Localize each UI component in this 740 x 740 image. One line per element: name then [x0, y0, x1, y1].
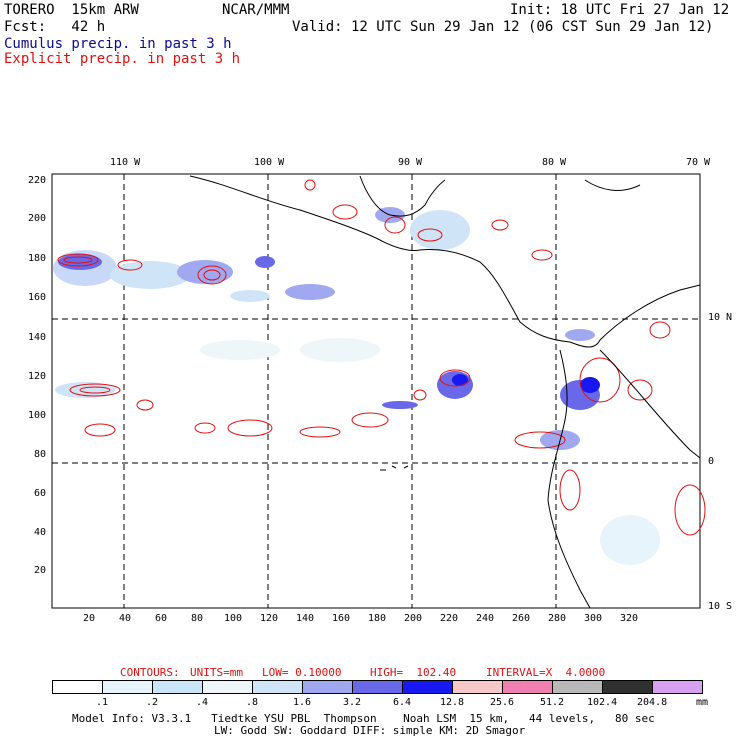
colorbar-swatch [402, 680, 453, 694]
x-tick: 20 [83, 613, 96, 624]
lat-label: 10 N [708, 312, 733, 323]
lon-label: 70 W [686, 157, 711, 168]
colorbar-label: .4 [196, 697, 209, 708]
x-tick: 40 [119, 613, 132, 624]
lon-label: 100 W [254, 157, 285, 168]
colorbar-swatch [302, 680, 353, 694]
x-tick: 220 [440, 613, 459, 624]
x-tick: 160 [332, 613, 351, 624]
x-tick: 60 [155, 613, 168, 624]
x-tick: 140 [296, 613, 315, 624]
contour-high: HIGH= 102.40 [370, 666, 457, 679]
x-tick: 300 [584, 613, 603, 624]
y-tick: 100 [28, 410, 47, 421]
colorbar-swatch [352, 680, 403, 694]
forecast-hour: Fcst: 42 h [4, 19, 106, 35]
colorbar-swatch [602, 680, 653, 694]
colorbar-swatch [52, 680, 103, 694]
lat-label: 10 S [708, 601, 733, 612]
lat-lon-grid [52, 174, 700, 608]
explicit-precip-contours [57, 179, 706, 536]
valid-time: Valid: 12 UTC Sun 29 Jan 12 (06 CST Sun … [292, 19, 714, 35]
x-tick: 180 [368, 613, 387, 624]
y-tick: 20 [34, 565, 47, 576]
contour-label: CONTOURS: [120, 666, 180, 679]
coastlines [189, 175, 701, 609]
x-tick: 320 [620, 613, 639, 624]
lat-label: 0 [708, 456, 715, 467]
colorbar-label: 102.4 [587, 697, 618, 708]
init-time: Init: 18 UTC Fri 27 Jan 12 [510, 2, 730, 18]
contour-interval: INTERVAL=X 4.0000 [486, 666, 606, 679]
y-tick: 120 [28, 371, 47, 382]
legend-cumulus: Cumulus precip. in past 3 h [4, 36, 232, 52]
x-tick: 280 [548, 613, 567, 624]
y-tick: 80 [34, 449, 47, 460]
legend-explicit: Explicit precip. in past 3 h [4, 51, 241, 67]
x-tick: 200 [404, 613, 423, 624]
y-tick: 140 [28, 332, 47, 343]
model-title: TORERO 15km ARW [4, 2, 139, 18]
lon-label: 110 W [110, 157, 141, 168]
model-info-line1: Model Info: V3.3.1 Tiedtke YSU PBL Thomp… [72, 712, 655, 725]
lon-label: 90 W [398, 157, 423, 168]
y-tick: 160 [28, 292, 47, 303]
model-info-line2: LW: Godd SW: Goddard DIFF: simple KM: 2D… [214, 724, 526, 737]
colorbar-label: 12.8 [440, 697, 465, 708]
x-tick: 120 [260, 613, 279, 624]
y-tick: 180 [28, 253, 47, 264]
y-tick: 60 [34, 488, 47, 499]
y-tick: 220 [28, 175, 47, 186]
colorbar-swatch [502, 680, 553, 694]
colorbar-label: .8 [246, 697, 259, 708]
contour-units: UNITS=mm [190, 666, 243, 679]
colorbar-swatch [652, 680, 703, 694]
colorbar-label: .2 [146, 697, 159, 708]
colorbar-label: .1 [96, 697, 109, 708]
colorbar [52, 680, 703, 694]
lon-label: 80 W [542, 157, 567, 168]
colorbar-swatch [102, 680, 153, 694]
colorbar-label: 204.8 [637, 697, 668, 708]
colorbar-swatch [152, 680, 203, 694]
colorbar-label: 51.2 [540, 697, 565, 708]
colorbar-swatch [202, 680, 253, 694]
colorbar-swatch [252, 680, 303, 694]
colorbar-label: 1.6 [293, 697, 312, 708]
colorbar-label: 6.4 [393, 697, 412, 708]
colorbar-swatch [552, 680, 603, 694]
y-tick: 40 [34, 527, 47, 538]
center-label: NCAR/MMM [222, 2, 290, 18]
colorbar-label: 3.2 [343, 697, 362, 708]
x-tick: 260 [512, 613, 531, 624]
colorbar-label: 25.6 [490, 697, 515, 708]
x-tick: 100 [224, 613, 243, 624]
colorbar-unit: mm [696, 697, 709, 708]
x-tick: 80 [191, 613, 204, 624]
contour-low: LOW= 0.10000 [262, 666, 342, 679]
y-tick: 200 [28, 213, 47, 224]
colorbar-swatch [452, 680, 503, 694]
x-tick: 240 [476, 613, 495, 624]
